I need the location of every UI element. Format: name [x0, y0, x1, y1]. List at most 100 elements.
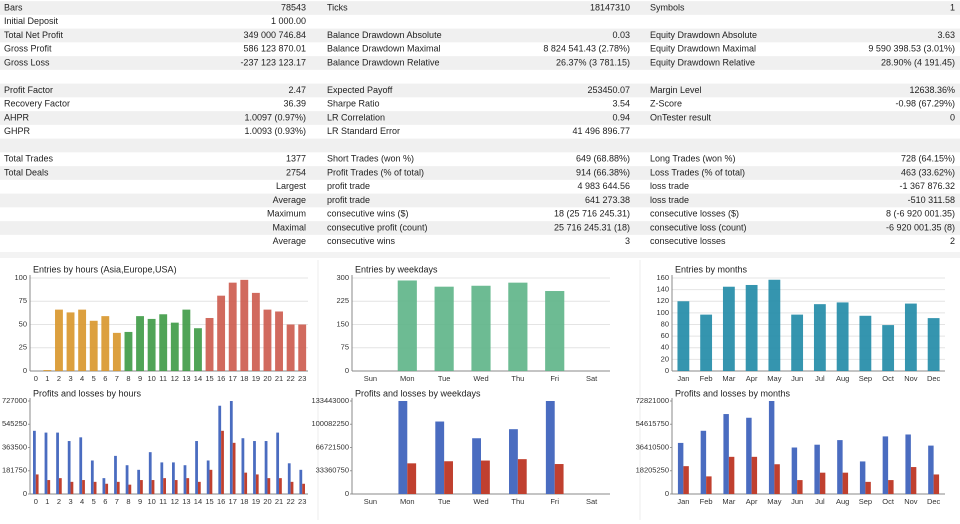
bar [700, 430, 707, 494]
label: Total Deals [4, 167, 49, 177]
bar [228, 282, 237, 371]
label: Total Trades [4, 154, 54, 164]
bar [837, 440, 843, 494]
value: 1377 [286, 154, 306, 164]
value: 1 [950, 2, 955, 12]
chart-title: Entries by weekdays [355, 264, 438, 274]
y-tick-label: 20 [661, 354, 669, 363]
value: 728 (64.15%) [901, 154, 955, 164]
bar [197, 481, 201, 494]
bar [89, 320, 98, 371]
value: 78543 [281, 2, 306, 12]
bar [255, 474, 259, 494]
bar [241, 438, 245, 494]
bar [882, 325, 895, 371]
y-tick-label: 75 [341, 343, 349, 352]
bar [151, 480, 155, 494]
y-tick-label: 133443000 [311, 396, 349, 405]
chart-title: Entries by hours (Asia,Europe,USA) [33, 264, 177, 274]
bar [434, 286, 454, 371]
chart-title: Profits and losses by months [675, 388, 791, 398]
bar [791, 447, 798, 494]
y-tick-label: 80 [661, 319, 669, 328]
y-tick-label: 0 [345, 366, 349, 375]
value: 0.03 [612, 30, 630, 40]
bar [545, 291, 565, 371]
bar [66, 312, 75, 371]
y-tick-label: 0 [23, 366, 27, 375]
x-tick-label: 18 [240, 497, 248, 506]
value: 18 (25 716 245.31) [554, 209, 630, 219]
x-tick-label: 23 [298, 497, 306, 506]
x-tick-label: Aug [836, 497, 849, 506]
label: Sharpe Ratio [327, 99, 380, 109]
y-tick-label: 100 [656, 308, 669, 317]
label: LR Standard Error [327, 126, 400, 136]
bar [55, 309, 63, 371]
y-tick-label: 181750 [2, 466, 27, 475]
label: consecutive loss (count) [650, 222, 747, 232]
bar [159, 314, 168, 371]
bar [728, 456, 735, 494]
label: loss trade [650, 181, 689, 191]
value: 1.0097 (0.97%) [244, 112, 306, 122]
bar [251, 292, 260, 371]
bar [232, 442, 236, 494]
x-tick-label: 0 [34, 374, 38, 383]
x-tick-label: Feb [700, 497, 713, 506]
bar [859, 315, 872, 371]
bar [683, 466, 689, 494]
label: Balance Drawdown Maximal [327, 44, 441, 54]
x-tick-label: 9 [138, 374, 142, 383]
bar [101, 316, 110, 371]
chart-title: Profits and losses by hours [33, 388, 142, 398]
value: 3 [625, 236, 630, 246]
bar [82, 480, 85, 494]
bar [517, 459, 527, 494]
bar [677, 442, 684, 494]
x-tick-label: Apr [746, 374, 758, 383]
y-tick-label: 160 [656, 273, 669, 282]
value: 463 (33.62%) [901, 167, 955, 177]
x-tick-label: 22 [286, 374, 294, 383]
bar [723, 414, 729, 494]
bar [302, 483, 305, 494]
bar [444, 461, 453, 494]
x-tick-label: 20 [263, 497, 271, 506]
label: Equity Drawdown Relative [650, 57, 755, 67]
label: consecutive wins [327, 236, 396, 246]
bar [217, 295, 226, 371]
chart-title: Entries by months [675, 264, 748, 274]
bar [221, 430, 224, 494]
x-tick-label: 13 [182, 497, 190, 506]
bar [206, 460, 210, 494]
x-tick-label: 1 [45, 374, 49, 383]
bar [148, 452, 152, 494]
chart-title: Profits and losses by weekdays [355, 388, 481, 398]
label: consecutive wins ($) [327, 209, 409, 219]
bar [33, 430, 36, 494]
x-tick-label: 23 [298, 374, 306, 383]
bar [904, 303, 917, 371]
x-tick-label: 20 [263, 374, 271, 383]
label: OnTester result [650, 112, 712, 122]
x-tick-label: 17 [229, 497, 237, 506]
plot [43, 279, 307, 371]
bar [43, 370, 52, 371]
bar [90, 460, 94, 494]
bar [195, 441, 198, 494]
bar [407, 463, 417, 494]
bar [240, 279, 249, 371]
value: 0 [950, 112, 955, 122]
label: loss trade [650, 195, 689, 205]
label: LR Correlation [327, 112, 385, 122]
bar [172, 462, 175, 494]
label: Short Trades (won %) [327, 154, 414, 164]
label: profit trade [327, 195, 370, 205]
x-tick-label: 10 [147, 374, 155, 383]
bar [905, 434, 911, 494]
y-tick-label: 54615750 [636, 419, 669, 428]
row-background [0, 83, 960, 98]
x-tick-label: Sat [586, 497, 598, 506]
